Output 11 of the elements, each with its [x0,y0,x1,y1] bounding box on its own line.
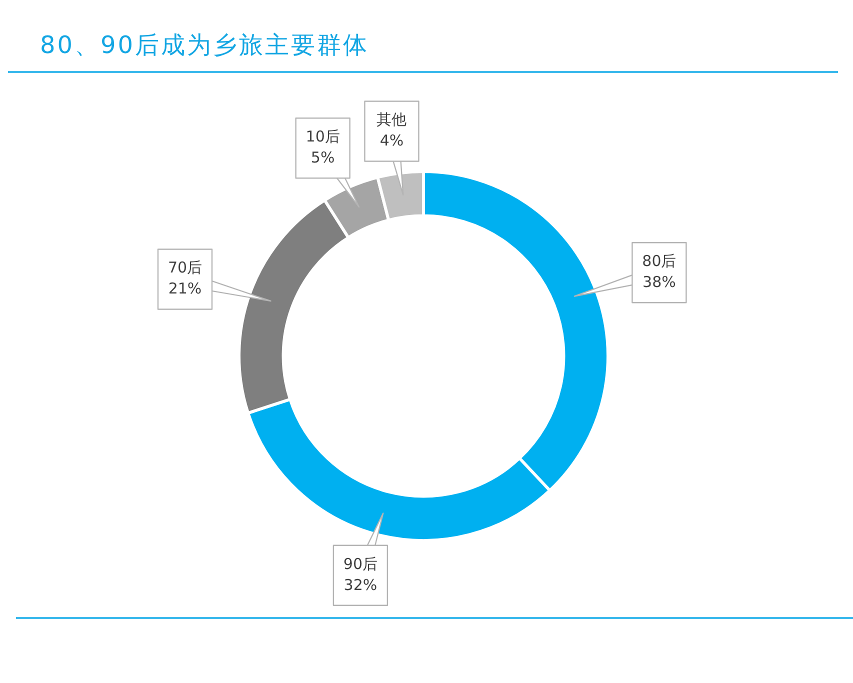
data-label: 32% [344,576,378,594]
slice-label: 其他 [376,110,407,129]
data-label: 21% [168,280,202,298]
data-label: 5% [310,148,335,167]
slice-label: 80后 [642,252,676,270]
slice-label: 10后 [306,128,340,146]
slice-label: 70后 [168,258,202,277]
data-label: 38% [642,273,676,292]
chart-title: 80、90后成为乡旅主要群体 [40,30,370,60]
data-label: 4% [380,132,404,150]
slice-label: 90后 [343,554,378,573]
